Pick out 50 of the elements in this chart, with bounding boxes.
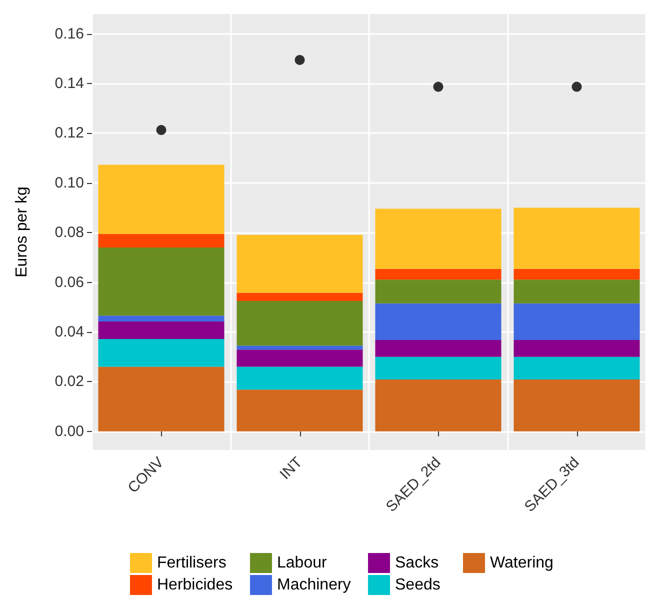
bar [98,316,224,322]
bar [514,268,640,280]
legend-label: Herbicides [157,576,233,594]
y-tick-label: 0.06 [54,274,84,291]
y-tick-label: 0.14 [54,75,84,92]
bar [98,322,224,339]
bar [98,164,224,234]
bar [375,340,502,357]
y-axis-title: Euros per kg [14,186,30,278]
point [433,82,444,92]
point [572,82,582,92]
y-tick-label: 0.10 [54,174,84,192]
bar [375,280,502,304]
bar [98,248,224,316]
bar [375,208,502,269]
y-tick-label: 0.00 [54,422,84,440]
bar [514,280,640,304]
y-tick-label: 0.02 [54,373,84,390]
legend-label: Seeds [395,576,440,594]
bar [236,234,363,293]
bar [236,300,363,346]
point [156,125,166,136]
bar [514,379,640,432]
bar [514,356,640,380]
bar [236,346,363,350]
bar [514,340,640,357]
bar [514,303,640,340]
bar [98,338,224,367]
y-tick-label: 0.08 [54,224,84,242]
bar [236,350,363,367]
bar [514,208,640,269]
y-tick-label: 0.04 [54,323,84,340]
y-tick-label: 0.16 [54,25,84,42]
bar [375,268,502,280]
bar [375,303,502,340]
legend-label: Watering [490,554,554,572]
legend-label: Machinery [277,576,351,594]
bar [375,356,502,380]
bar [236,390,363,432]
bar [236,292,363,301]
x-tick-label: INT [276,454,306,484]
bar [98,234,224,248]
bar [98,366,224,432]
legend-label: Fertilisers [157,554,226,572]
legend-label: Labour [277,554,328,572]
y-tick-label: 0.12 [54,124,84,142]
bar [375,379,502,432]
point [294,54,305,65]
bar [236,366,363,390]
legend-label: Sacks [395,554,439,572]
